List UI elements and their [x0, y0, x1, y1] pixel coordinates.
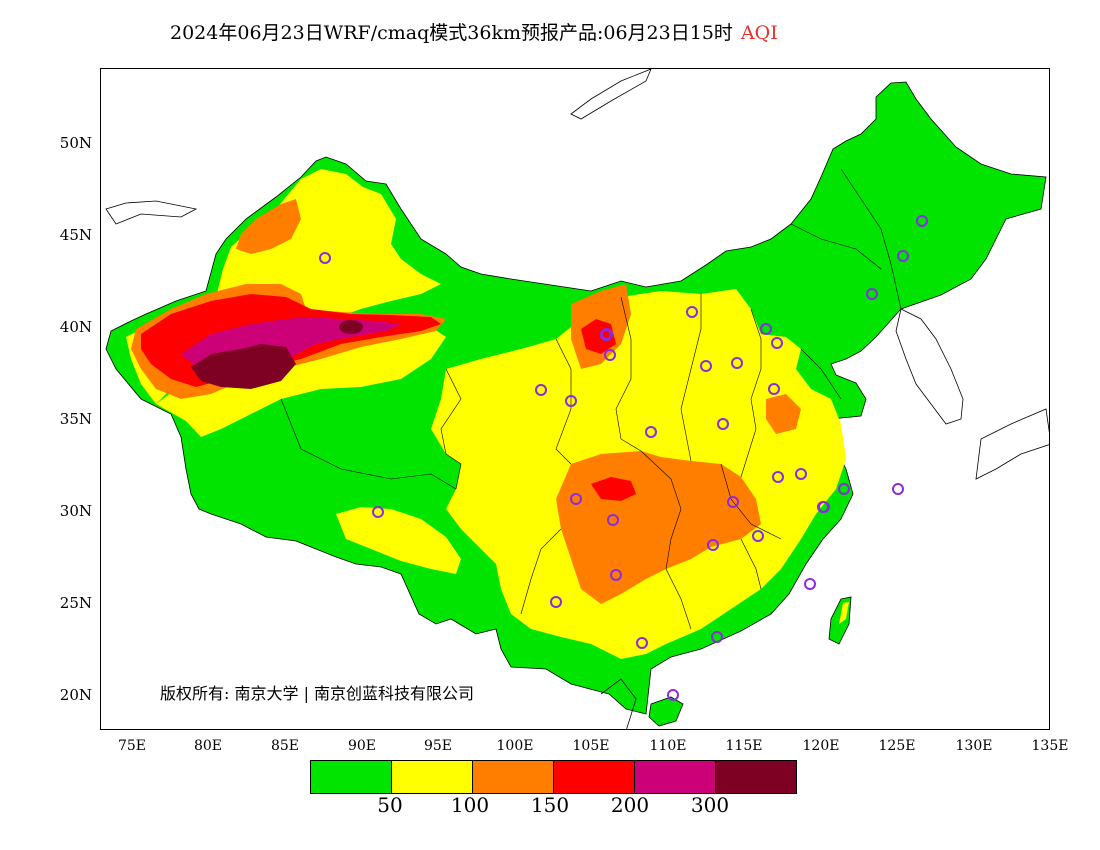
- maroon-region-xinjiang: [191, 344, 296, 389]
- y-label-45n: 45N: [59, 226, 92, 244]
- legend-label-300: 300: [690, 793, 730, 817]
- map-frame: [100, 68, 1050, 730]
- vietnam-coastline: [600, 678, 637, 729]
- x-label-85e: 85E: [270, 738, 300, 754]
- x-label-105e: 105E: [572, 738, 610, 754]
- legend-swatch-moderate: [392, 761, 473, 793]
- copyright-text: 版权所有: 南京大学 | 南京创蓝科技有限公司: [160, 684, 475, 703]
- legend-label-100: 100: [450, 793, 490, 817]
- x-label-75e: 75E: [117, 738, 147, 754]
- legend-label-50: 50: [377, 793, 403, 817]
- legend-swatch-hazardous: [716, 761, 796, 793]
- maroon-spot: [339, 320, 363, 334]
- x-label-130e: 130E: [955, 738, 993, 754]
- orange-region-north-xinjiang: [236, 199, 301, 254]
- west-lake-coastline: [105, 200, 198, 225]
- y-label-20n: 20N: [59, 686, 92, 704]
- x-label-95e: 95E: [423, 738, 453, 754]
- station-markers: [319, 215, 928, 701]
- hainan-island: [648, 696, 684, 727]
- y-label-35n: 35N: [59, 410, 92, 428]
- legend-label-150: 150: [530, 793, 570, 817]
- yellow-region-west: [156, 327, 446, 437]
- map-title: 2024年06月23日WRF/cmaq模式36km预报产品:06月23日15时 A…: [170, 18, 778, 45]
- legend-swatch-sensitive: [473, 761, 554, 793]
- title-aqi: AQI: [740, 22, 778, 44]
- y-label-50n: 50N: [59, 134, 92, 152]
- russia-lake-coastline: [570, 69, 652, 120]
- korea-coastline: [895, 308, 964, 425]
- x-label-125e: 125E: [878, 738, 916, 754]
- legend-swatch-very-unhealthy: [635, 761, 716, 793]
- taiwan-yellow: [839, 602, 849, 624]
- legend-swatch-unhealthy: [554, 761, 635, 793]
- title-text: 2024年06月23日WRF/cmaq模式36km预报产品:06月23日15时: [170, 22, 733, 44]
- y-label-40n: 40N: [59, 318, 92, 336]
- x-label-110e: 110E: [649, 738, 687, 754]
- japan-coastline: [975, 408, 1049, 480]
- y-label-30n: 30N: [59, 502, 92, 520]
- red-region-ningxia: [581, 319, 616, 354]
- orange-region-shandong: [766, 394, 801, 434]
- x-label-90e: 90E: [347, 738, 377, 754]
- x-label-115e: 115E: [725, 738, 763, 754]
- x-label-80e: 80E: [193, 738, 223, 754]
- x-label-120e: 120E: [802, 738, 840, 754]
- aqi-legend: [310, 760, 797, 794]
- red-region-sichuan: [591, 477, 636, 501]
- x-label-100e: 100E: [496, 738, 534, 754]
- y-label-25n: 25N: [59, 594, 92, 612]
- legend-label-200: 200: [610, 793, 650, 817]
- legend-swatch-good: [311, 761, 392, 793]
- yellow-region-tibet: [336, 507, 461, 574]
- x-label-135e: 135E: [1031, 738, 1069, 754]
- province-boundaries: [280, 168, 902, 630]
- aqi-map: [105, 69, 1049, 729]
